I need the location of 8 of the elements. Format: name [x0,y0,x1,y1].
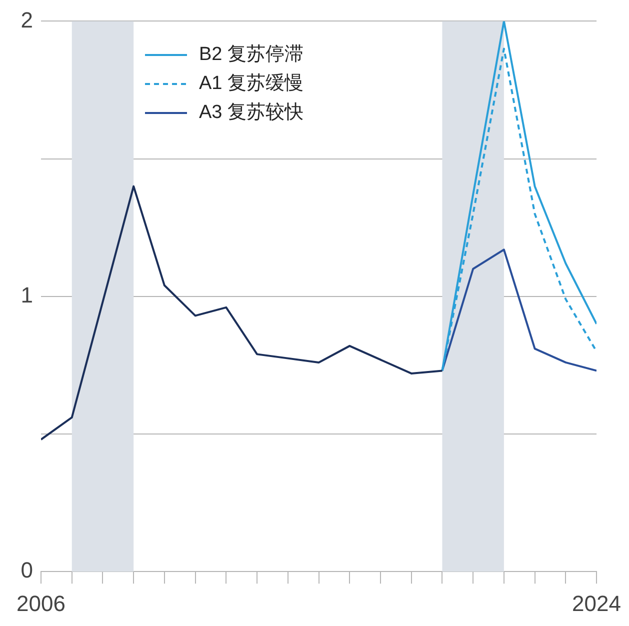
legend-label: A3 复苏较快 [199,101,304,125]
x-tick-label: 2006 [16,590,66,616]
y-tick-label: 1 [20,282,33,308]
y-tick-label: 0 [20,558,33,583]
legend-label: B2 复苏停滞 [199,43,304,67]
y-tick-label: 2 [20,7,33,32]
x-tick-label: 2024 [572,590,622,616]
legend-label: A1 复苏缓慢 [199,72,304,96]
